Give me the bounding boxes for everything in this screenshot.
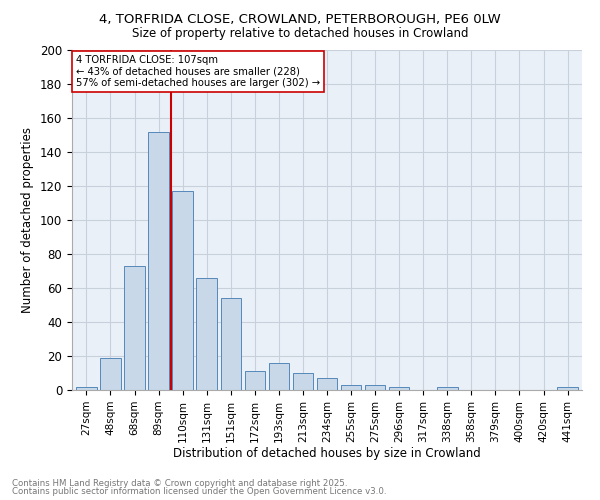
Bar [557, 386, 578, 390]
Bar [293, 373, 313, 390]
Bar [365, 385, 385, 390]
Text: Contains HM Land Registry data © Crown copyright and database right 2025.: Contains HM Land Registry data © Crown c… [12, 478, 347, 488]
Bar [269, 363, 289, 390]
Text: Contains public sector information licensed under the Open Government Licence v3: Contains public sector information licen… [12, 487, 386, 496]
Bar [172, 191, 193, 390]
Bar [221, 298, 241, 390]
Y-axis label: Number of detached properties: Number of detached properties [22, 127, 34, 313]
Text: 4 TORFRIDA CLOSE: 107sqm
← 43% of detached houses are smaller (228)
57% of semi-: 4 TORFRIDA CLOSE: 107sqm ← 43% of detach… [76, 55, 320, 88]
Bar [245, 372, 265, 390]
Bar [76, 386, 97, 390]
Bar [437, 386, 458, 390]
Bar [317, 378, 337, 390]
Text: Size of property relative to detached houses in Crowland: Size of property relative to detached ho… [132, 28, 468, 40]
Bar [124, 266, 145, 390]
Bar [389, 386, 409, 390]
Bar [148, 132, 169, 390]
Text: 4, TORFRIDA CLOSE, CROWLAND, PETERBOROUGH, PE6 0LW: 4, TORFRIDA CLOSE, CROWLAND, PETERBOROUG… [99, 12, 501, 26]
Bar [341, 385, 361, 390]
X-axis label: Distribution of detached houses by size in Crowland: Distribution of detached houses by size … [173, 448, 481, 460]
Bar [100, 358, 121, 390]
Bar [196, 278, 217, 390]
